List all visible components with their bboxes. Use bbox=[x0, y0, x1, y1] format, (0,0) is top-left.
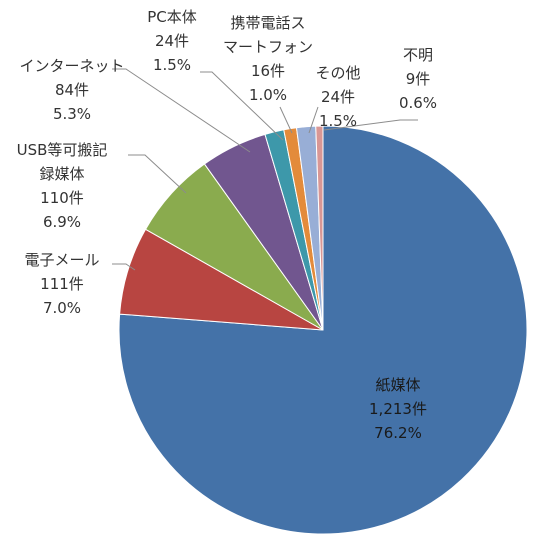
slice-label-line: 6.9% bbox=[43, 213, 81, 231]
slice-label-2: 電子メール 111件 7.0% bbox=[24, 251, 99, 317]
slice-labels: 紙媒体 1,213件 76.2% 電子メール 111件 7.0% USB等可搬記録媒体 110… bbox=[17, 8, 437, 442]
slice-label-line: 電子メール bbox=[24, 251, 99, 269]
slice-label-line: 16件 bbox=[251, 62, 285, 80]
leader-line-2 bbox=[112, 263, 136, 271]
slice-label-line: 9件 bbox=[406, 70, 431, 88]
leader-line-4 bbox=[112, 68, 251, 153]
slice-label-line: 1.5% bbox=[319, 112, 357, 130]
slice-label-line: 84件 bbox=[55, 81, 89, 99]
slice-label-line: 76.2% bbox=[374, 424, 422, 442]
pie-slices bbox=[118, 125, 528, 535]
slice-label-1: 紙媒体 1,213件 76.2% bbox=[369, 376, 427, 442]
pie-slice-8 bbox=[315, 125, 324, 331]
slice-label-line: インターネット bbox=[19, 57, 124, 75]
slice-label-line: 0.6% bbox=[399, 94, 437, 112]
slice-label-line: 不明 bbox=[403, 46, 433, 64]
slice-label-line: USB等可搬記 bbox=[17, 141, 108, 159]
slice-label-8: 不明 9件 0.6% bbox=[399, 46, 437, 112]
slice-label-line: 7.0% bbox=[43, 299, 81, 317]
leader-line-5 bbox=[200, 71, 284, 141]
slice-label-line: 5.3% bbox=[53, 105, 91, 123]
leader-lines bbox=[112, 68, 418, 271]
leader-line-3 bbox=[128, 154, 187, 194]
slice-label-line: 24件 bbox=[155, 32, 189, 50]
slice-label-3: USB等可搬記録媒体 110件 6.9% bbox=[17, 141, 108, 231]
slice-label-line: 110件 bbox=[40, 189, 84, 207]
leader-line-8 bbox=[323, 119, 418, 131]
slice-label-line: 1,213件 bbox=[369, 400, 427, 418]
leader-line-7 bbox=[308, 106, 319, 134]
slice-label-5: PC本体 24件 1.5% bbox=[147, 8, 197, 74]
slice-label-line: 携帯電話ス bbox=[230, 14, 305, 32]
slice-label-6: 携帯電話スマートフォン 16件 1.0% bbox=[223, 14, 313, 104]
slice-label-line: その他 bbox=[315, 64, 360, 82]
slice-label-line: 111件 bbox=[40, 275, 84, 293]
slice-label-line: 録媒体 bbox=[39, 165, 84, 183]
slice-label-4: インターネット 84件 5.3% bbox=[19, 57, 124, 123]
slice-label-line: 1.0% bbox=[249, 86, 287, 104]
slice-label-line: 24件 bbox=[321, 88, 355, 106]
leader-line-6 bbox=[279, 106, 293, 134]
slice-label-line: 1.5% bbox=[153, 56, 191, 74]
slice-label-line: 紙媒体 bbox=[375, 376, 420, 394]
slice-label-line: PC本体 bbox=[147, 8, 197, 26]
slice-label-line: マートフォン bbox=[223, 38, 313, 56]
slice-label-7: その他 24件 1.5% bbox=[315, 64, 360, 130]
